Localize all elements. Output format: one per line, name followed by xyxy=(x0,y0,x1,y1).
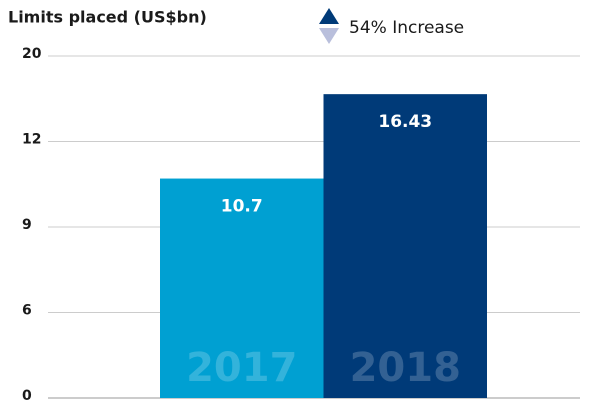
chart-title: Limits placed (US$bn) xyxy=(8,8,207,27)
increase-icon-up xyxy=(319,8,339,24)
y-tick-label: 6 xyxy=(22,303,32,319)
y-tick-label: 20 xyxy=(22,46,42,62)
value-label: 10.7 xyxy=(221,197,263,217)
bar xyxy=(160,178,324,398)
bar xyxy=(323,94,487,399)
value-label: 16.43 xyxy=(378,112,432,132)
y-tick-label: 9 xyxy=(22,217,32,233)
y-tick-label: 0 xyxy=(22,388,32,404)
y-tick-label: 12 xyxy=(22,132,41,148)
annotation: 54% Increase xyxy=(349,18,464,38)
x-tick-label: 2018 xyxy=(350,345,461,391)
increase-icon-down xyxy=(319,28,339,44)
x-tick-label: 2017 xyxy=(186,345,297,391)
